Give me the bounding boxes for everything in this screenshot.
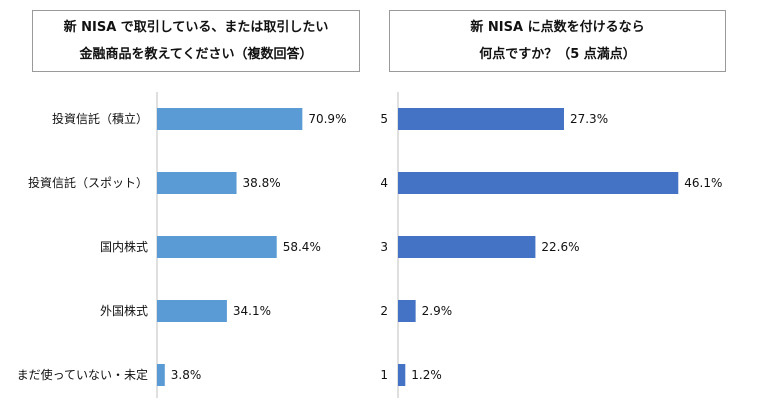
right-chart-title-box: 新 NISA に点数を付けるなら 何点ですか？（5 点満点） bbox=[389, 10, 726, 72]
right-chart-category-label: 2 bbox=[380, 304, 388, 318]
left-chart-title-line-1: 新 NISA で取引している、または取引したい bbox=[63, 20, 329, 35]
right-chart-bar bbox=[398, 108, 564, 130]
left-chart-bar bbox=[157, 172, 237, 194]
right-chart-category-label: 3 bbox=[380, 240, 388, 254]
right-chart-title-line-2: 何点ですか？（5 点満点） bbox=[479, 47, 636, 62]
right-chart-category-label: 1 bbox=[380, 368, 388, 382]
left-chart-value-label: 38.8% bbox=[243, 176, 281, 190]
left-chart-category-label: 国内株式 bbox=[100, 239, 148, 254]
right-chart-value-label: 1.2% bbox=[411, 368, 442, 382]
left-chart-category-label: 外国株式 bbox=[100, 303, 148, 318]
left-chart-category-label: 投資信託（スポット） bbox=[28, 175, 148, 190]
left-chart-category-label: まだ使っていない・未定 bbox=[17, 367, 148, 382]
right-chart-bar bbox=[398, 300, 416, 322]
right-chart-value-label: 27.3% bbox=[570, 112, 608, 126]
left-chart-value-label: 3.8% bbox=[171, 368, 202, 382]
left-chart-bar bbox=[157, 236, 277, 258]
left-chart-value-label: 58.4% bbox=[283, 240, 321, 254]
right-chart-bar bbox=[398, 172, 679, 194]
right-chart-bar bbox=[398, 364, 406, 386]
right-chart-category-label: 5 bbox=[380, 112, 388, 126]
left-chart-bar bbox=[157, 300, 227, 322]
right-chart-bar bbox=[398, 236, 536, 258]
right-chart-value-label: 22.6% bbox=[541, 240, 579, 254]
right-chart-value-label: 46.1% bbox=[684, 176, 722, 190]
left-chart-title-line-2: 金融商品を教えてください（複数回答） bbox=[79, 47, 313, 62]
left-chart-value-label: 34.1% bbox=[233, 304, 271, 318]
left-chart-bar bbox=[157, 364, 165, 386]
left-chart-title-box: 新 NISA で取引している、または取引したい 金融商品を教えてください（複数回… bbox=[32, 10, 360, 72]
left-chart-category-label: 投資信託（積立） bbox=[52, 111, 148, 126]
right-chart-category-label: 4 bbox=[380, 176, 388, 190]
right-chart-title-line-1: 新 NISA に点数を付けるなら bbox=[470, 20, 645, 35]
left-chart-bar bbox=[157, 108, 303, 130]
right-chart-value-label: 2.9% bbox=[422, 304, 453, 318]
left-chart-value-label: 70.9% bbox=[308, 112, 346, 126]
